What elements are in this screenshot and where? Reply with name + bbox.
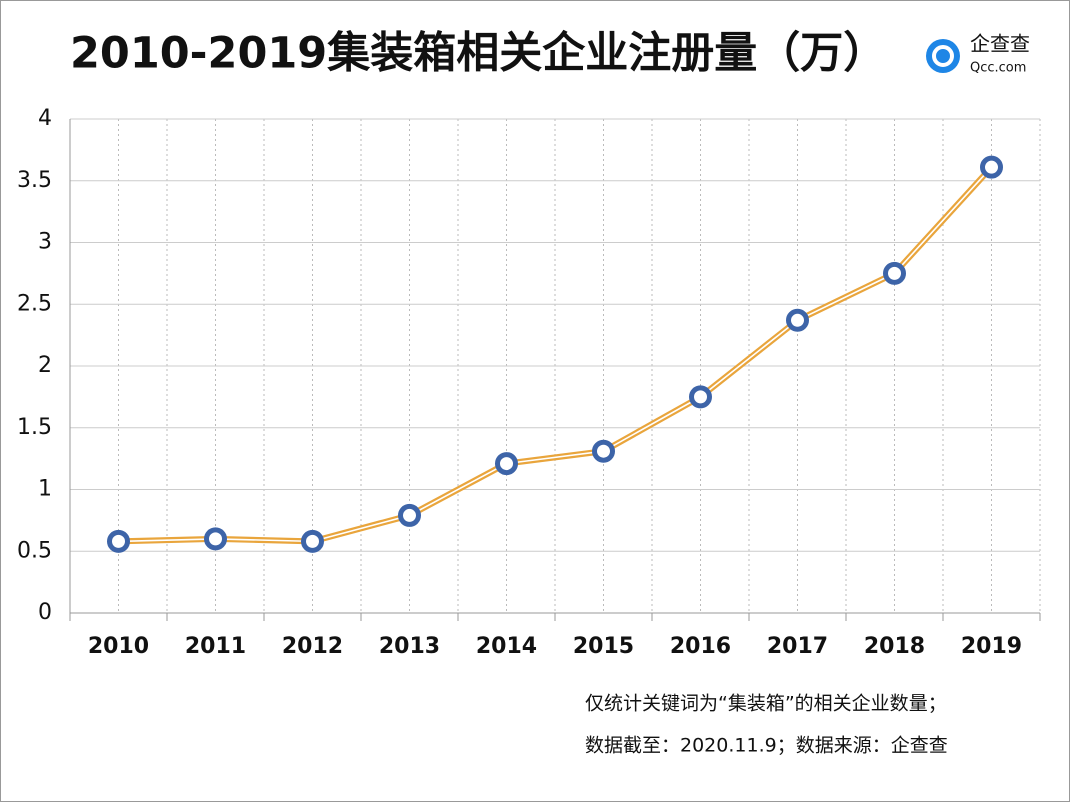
x-tick-label: 2015 bbox=[573, 634, 634, 659]
marker bbox=[495, 452, 518, 476]
marker bbox=[980, 155, 1003, 179]
logo-icon-ring bbox=[932, 45, 954, 67]
x-tick-label: 2013 bbox=[379, 634, 440, 659]
x-tick-label: 2014 bbox=[476, 634, 537, 659]
x-tick-label: 2017 bbox=[767, 634, 828, 659]
y-tick-label: 2.5 bbox=[17, 291, 52, 316]
logo-name: 企查查 bbox=[970, 32, 1030, 56]
marker bbox=[592, 439, 615, 463]
x-tick-label: 2010 bbox=[88, 634, 149, 659]
chart-title: 2010-2019集装箱相关企业注册量（万） bbox=[70, 29, 886, 79]
x-tick-label: 2018 bbox=[864, 634, 925, 659]
y-tick-label: 1 bbox=[38, 477, 52, 502]
marker bbox=[786, 308, 809, 332]
note: 数据截至：2020.11.9；数据来源：企查查 bbox=[585, 735, 948, 757]
marker bbox=[107, 529, 130, 553]
y-tick-label: 0 bbox=[38, 600, 52, 625]
y-tick-label: 0.5 bbox=[17, 538, 52, 563]
marker bbox=[204, 527, 227, 551]
y-tick-label: 3.5 bbox=[17, 168, 52, 193]
marker bbox=[398, 503, 421, 527]
logo: 企查查 Qcc.com bbox=[926, 32, 1030, 76]
x-tick-label: 2011 bbox=[185, 634, 246, 659]
x-tick-label: 2016 bbox=[670, 634, 731, 659]
marker bbox=[301, 529, 324, 553]
y-tick-label: 4 bbox=[38, 106, 52, 131]
x-tick-label: 2019 bbox=[961, 634, 1022, 659]
note: 仅统计关键词为“集装箱”的相关企业数量； bbox=[585, 693, 947, 715]
y-tick-label: 1.5 bbox=[17, 415, 52, 440]
y-tick-label: 3 bbox=[38, 230, 52, 255]
line-highlight bbox=[118, 166, 993, 543]
logo-url: Qcc.com bbox=[970, 61, 1026, 76]
logo-icon bbox=[926, 39, 960, 73]
x-tick-label: 2012 bbox=[282, 634, 343, 659]
marker bbox=[689, 385, 712, 409]
marker bbox=[883, 261, 906, 285]
y-tick-label: 2 bbox=[38, 353, 52, 378]
